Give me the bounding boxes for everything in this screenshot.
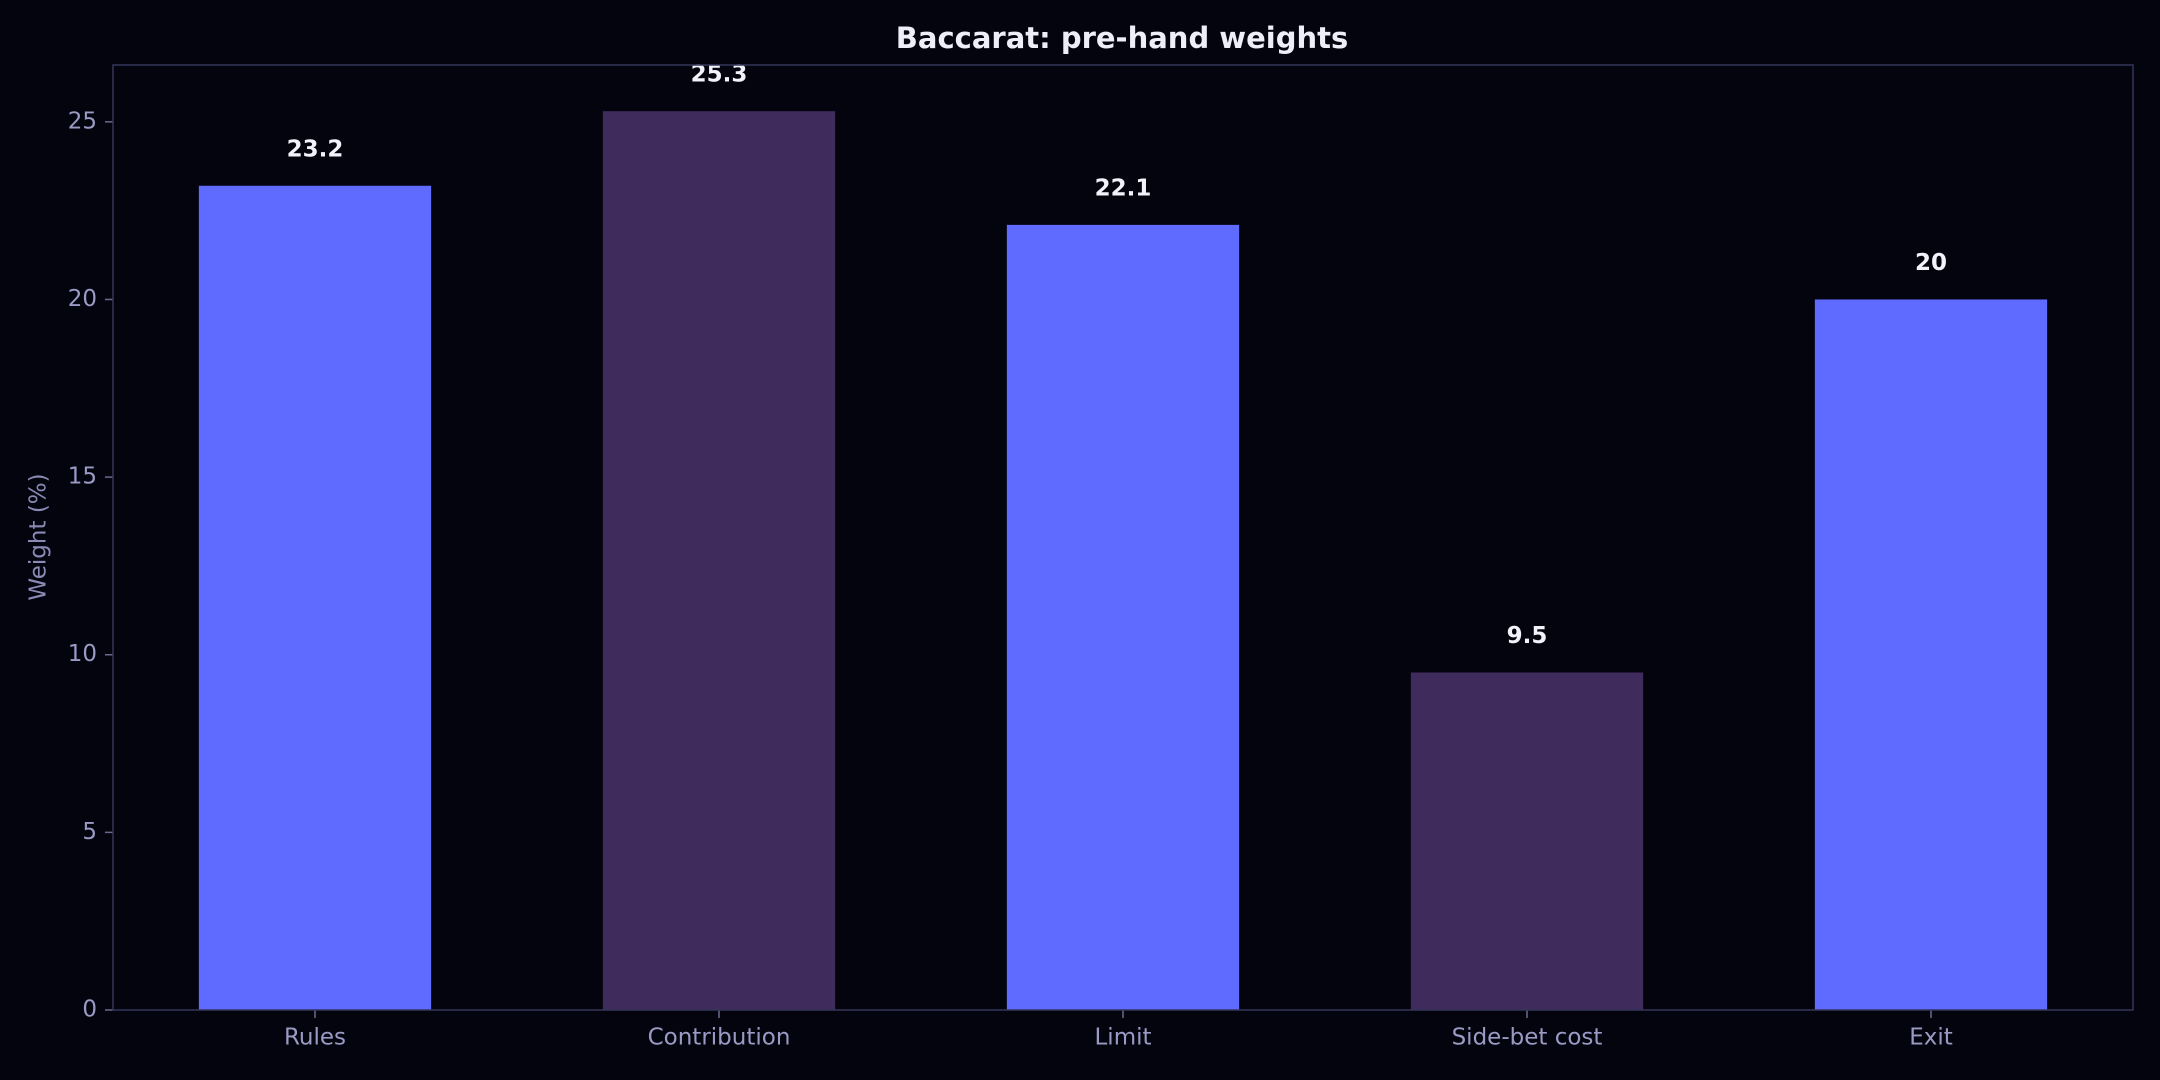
x-tick-label: Side-bet cost (1452, 1025, 1603, 1051)
x-tick-label: Rules (284, 1025, 346, 1051)
bar (602, 111, 836, 1011)
y-tick-label: 20 (68, 286, 97, 312)
x-tick-label: Limit (1094, 1025, 1151, 1051)
bar (1410, 672, 1644, 1010)
value-label: 20 (1915, 250, 1947, 276)
y-tick-label: 25 (68, 108, 97, 134)
y-tick-label: 15 (68, 464, 97, 490)
plot-frame (112, 64, 2134, 1011)
value-label: 22.1 (1095, 175, 1152, 201)
x-tick-label: Contribution (648, 1025, 791, 1051)
value-label: 25.3 (691, 62, 748, 88)
y-axis-label: Weight (%) (26, 473, 52, 600)
value-label: 9.5 (1507, 623, 1548, 649)
y-tick-label: 10 (68, 641, 97, 667)
y-tick-label: 0 (82, 997, 97, 1023)
bar (1814, 299, 2048, 1010)
bar (1006, 224, 1240, 1011)
bar (198, 185, 432, 1010)
value-label: 23.2 (287, 136, 344, 162)
x-tick-label: Exit (1909, 1025, 1953, 1051)
chart-title: Baccarat: pre-hand weights (896, 21, 1348, 55)
y-tick-label: 5 (82, 819, 97, 845)
